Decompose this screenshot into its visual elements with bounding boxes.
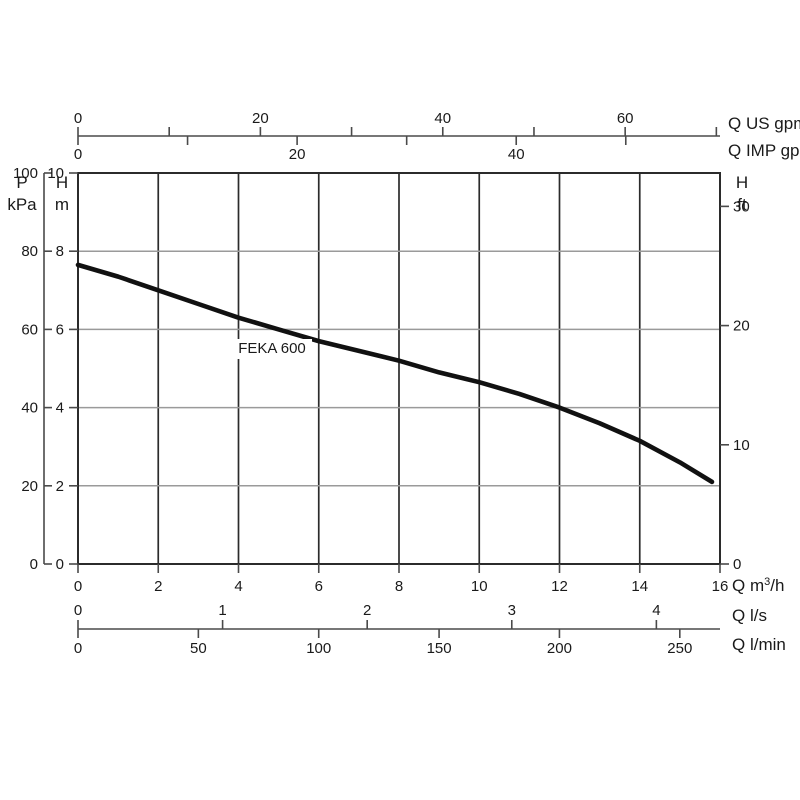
top-axes: 0 20 40 60 Q US gpm 0 20 40 Q IMP gpm: [74, 110, 800, 163]
p-kpa-tick-label: 60: [21, 321, 38, 338]
q-lmin-tick-label: 0: [74, 640, 82, 657]
q-lmin-axis-title: Q l/min: [732, 635, 786, 654]
q-lmin-tick-label: 100: [306, 640, 331, 657]
q-ls-tick-label: 2: [363, 602, 371, 619]
q-m3h-tick-label: 4: [234, 578, 242, 595]
q-m3h-tick-label: 0: [74, 578, 82, 595]
q-imp-gpm-tick-label: 20: [289, 146, 306, 163]
q-imp-gpm-tick-label: 40: [508, 146, 525, 163]
q-m3h-axis-title: Q m3/h: [732, 576, 784, 595]
h-m-tick-label: 4: [56, 400, 64, 417]
h-m-axis-title: H: [56, 173, 68, 192]
q-ls-axis-title: Q l/s: [732, 606, 767, 625]
q-m3h-tick-label: 2: [154, 578, 162, 595]
q-m3h-axis: 0 2 4 6 8 10 12 14 16 Q m3/h: [74, 564, 784, 595]
h-m-tick-label: 2: [56, 478, 64, 495]
p-kpa-tick-label: 40: [21, 400, 38, 417]
p-kpa-tick-label: 20: [21, 478, 38, 495]
plot-grid: [77, 172, 721, 565]
h-m-tick-label: 0: [56, 556, 64, 573]
h-ft-axis: 0 10 20 30 Hft: [720, 173, 750, 573]
p-kpa-axis-title: P: [16, 173, 27, 192]
q-lmin-tick-label: 250: [667, 640, 692, 657]
h-ft-axis-title: H: [736, 173, 748, 192]
p-kpa-tick-label: 80: [21, 243, 38, 260]
q-us-gpm-tick-label: 20: [252, 110, 269, 127]
q-m3h-tick-label: 14: [631, 578, 648, 595]
q-m3h-tick-label: 12: [551, 578, 568, 595]
q-m3h-tick-label: 6: [315, 578, 323, 595]
h-m-tick-label: 8: [56, 243, 64, 260]
q-us-gpm-tick-label: 40: [434, 110, 451, 127]
curve-label: FEKA 600: [238, 340, 306, 357]
h-ft-tick-label: 30: [733, 198, 750, 215]
h-m-tick-label: 6: [56, 321, 64, 338]
q-imp-gpm-axis-title: Q IMP gpm: [728, 141, 800, 160]
q-ls-lmin-axes: 0 1 2 3 4 Q l/s 0 50 100 150 200 250 Q l/min: [74, 602, 786, 657]
h-ft-tick-label: 10: [733, 437, 750, 454]
q-lmin-tick-label: 150: [427, 640, 452, 657]
p-kpa-tick-label: 0: [30, 556, 38, 573]
curve-label-backdrop: [232, 339, 312, 359]
q-ls-tick-label: 3: [508, 602, 516, 619]
q-m3h-tick-label: 16: [712, 578, 729, 595]
q-ls-tick-label: 0: [74, 602, 82, 619]
h-m-tick-label: 10: [47, 165, 64, 182]
q-us-gpm-tick-label: 60: [617, 110, 634, 127]
performance-curve: [75, 262, 715, 485]
h-ft-tick-label: 20: [733, 318, 750, 335]
q-lmin-tick-label: 50: [190, 640, 207, 657]
p-kpa-tick-label: 100: [13, 165, 38, 182]
performance-curve-group: FEKA 600: [75, 262, 715, 485]
q-lmin-tick-label: 200: [547, 640, 572, 657]
h-ft-tick-label: 0: [733, 556, 741, 573]
q-ls-tick-label: 1: [218, 602, 226, 619]
q-m3h-tick-label: 8: [395, 578, 403, 595]
p-kpa-axis-unit: kPa: [7, 195, 37, 214]
q-m3h-tick-label: 10: [471, 578, 488, 595]
q-ls-tick-label: 4: [652, 602, 660, 619]
h-ft-axis-unit: ft: [737, 195, 747, 214]
q-us-gpm-tick-label: 0: [74, 110, 82, 127]
q-us-gpm-axis-title: Q US gpm: [728, 114, 800, 133]
q-imp-gpm-tick-label: 0: [74, 146, 82, 163]
h-m-axis-unit: m: [55, 195, 69, 214]
